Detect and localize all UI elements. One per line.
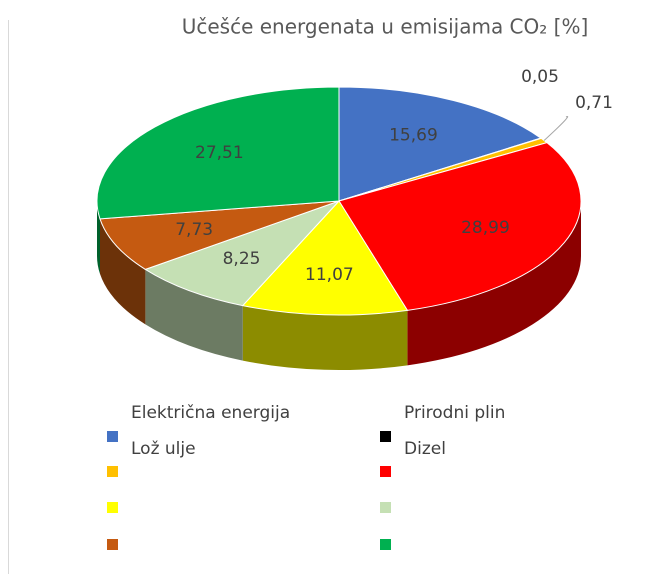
data-label: 0,71 bbox=[575, 93, 613, 113]
slice bbox=[96, 86, 340, 220]
slice-side bbox=[145, 269, 243, 361]
legend-swatch bbox=[107, 466, 118, 477]
legend-label: Dizel bbox=[404, 439, 446, 459]
legend-swatch bbox=[380, 502, 391, 513]
data-label: 8,25 bbox=[223, 249, 261, 269]
slice bbox=[144, 200, 340, 307]
legend-swatch bbox=[380, 539, 391, 550]
legend-swatch bbox=[107, 539, 118, 550]
data-label: 11,07 bbox=[305, 265, 354, 285]
legend-label: Električna energija bbox=[131, 403, 290, 423]
slice-side bbox=[97, 201, 101, 274]
slice bbox=[338, 142, 582, 311]
slice-side bbox=[100, 218, 146, 325]
chart-title: Učešće energenata u emisijama CO₂ [%] bbox=[182, 15, 589, 39]
data-label: 15,69 bbox=[389, 126, 438, 146]
slice-side bbox=[242, 305, 408, 371]
data-label: 0,05 bbox=[521, 67, 559, 87]
slice-side bbox=[407, 201, 581, 366]
slice bbox=[241, 200, 409, 316]
data-label: 27,51 bbox=[195, 143, 244, 163]
data-label: 28,99 bbox=[461, 218, 510, 238]
legend-label: Lož ulje bbox=[131, 439, 196, 459]
leader-line bbox=[543, 115, 569, 141]
legend-swatch bbox=[380, 466, 391, 477]
legend-label: Prirodni plin bbox=[404, 403, 505, 423]
data-label: 7,73 bbox=[175, 220, 213, 240]
legend-swatch bbox=[107, 502, 118, 513]
slice bbox=[338, 86, 542, 202]
slice bbox=[99, 200, 340, 270]
legend-swatch bbox=[380, 431, 391, 442]
legend-swatch bbox=[107, 431, 118, 442]
